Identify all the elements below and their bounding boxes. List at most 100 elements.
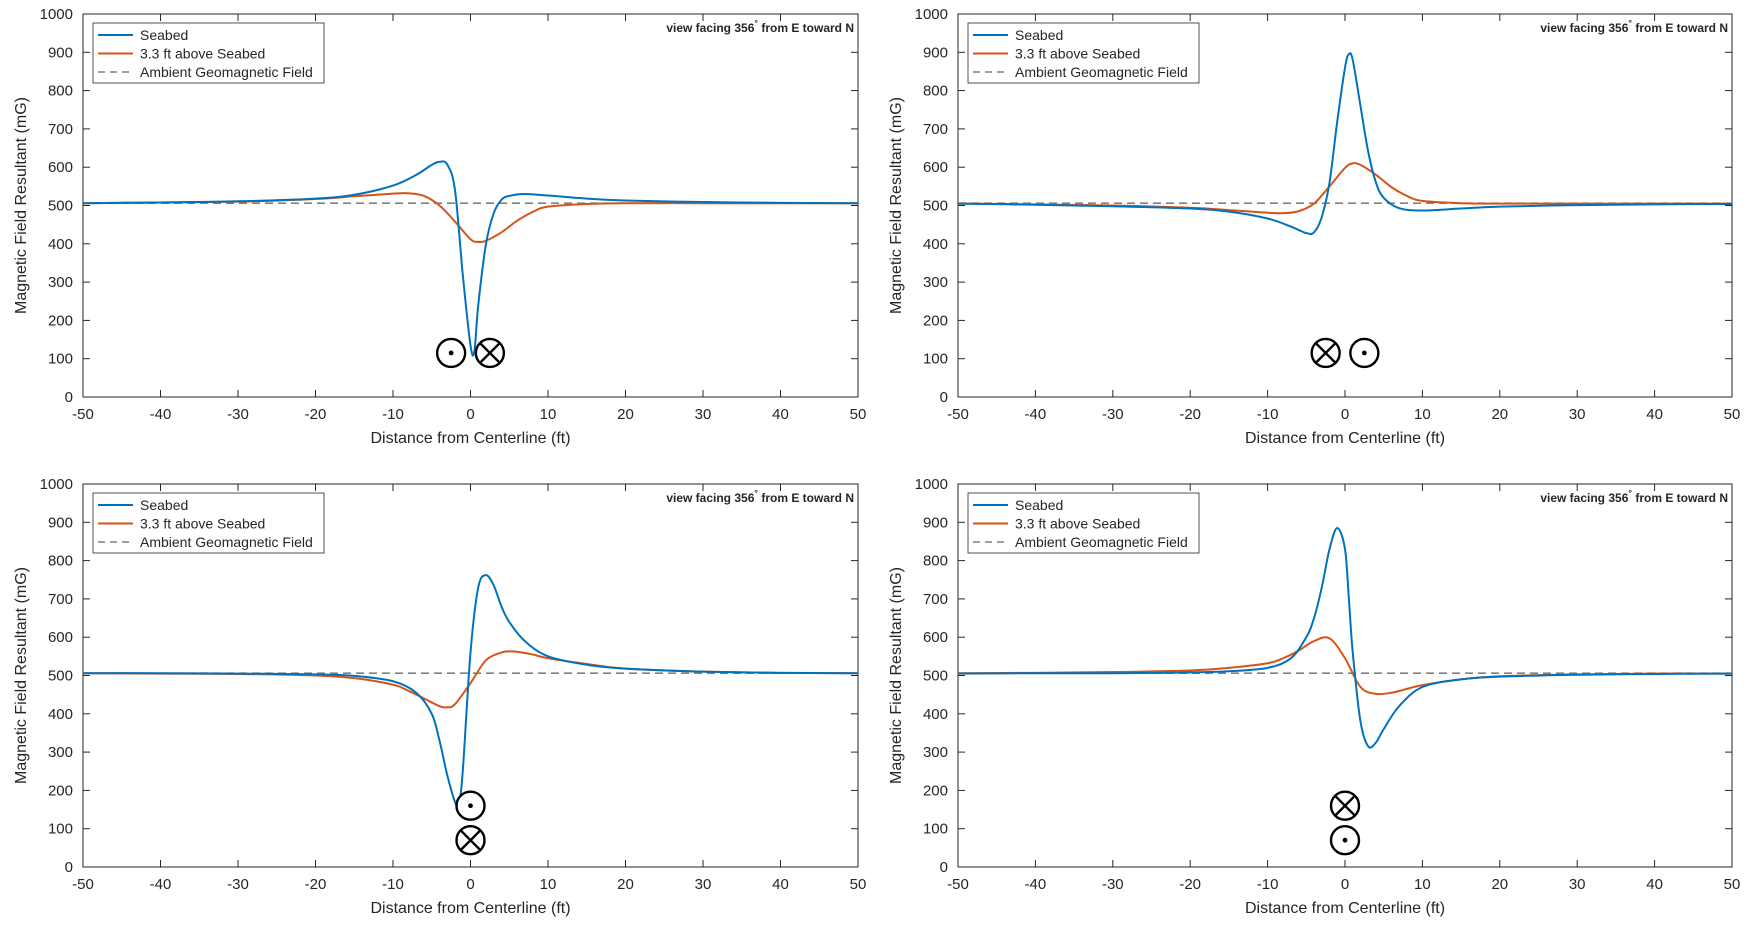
y-tick-label: 500 [48,668,73,685]
y-tick-label: 400 [48,706,73,723]
conductor-cross-b [1334,794,1356,817]
y-tick-label: 900 [48,514,73,531]
chart-panel-4: -50 -40 -30 -20 -10 0 10 20 30 40 5001002003004005… [888,476,1740,917]
x-tick-label: 30 [695,876,712,893]
conductor-dot [1361,350,1367,356]
x-tick-label: -40 [150,406,172,423]
view-annotation: view facing 356° from E toward N [1540,488,1728,505]
x-tick-label: 50 [850,876,867,893]
legend-label-ambient: Ambient Geomagnetic Field [140,534,313,550]
y-tick-label: 300 [48,274,73,291]
legend-label-seabed: Seabed [1015,27,1063,43]
current-into-page-icon [474,337,506,369]
x-tick-label: 30 [1569,876,1586,893]
legend: Seabed 3.3 ft above Seabed Ambient Geomagn… [967,22,1200,84]
x-tick-label: -50 [947,406,969,423]
legend-label-ambient: Ambient Geomagnetic Field [1015,64,1188,80]
x-tick-label: 20 [1491,406,1508,423]
legend-label-above-seabed: 3.3 ft above Seabed [1015,516,1140,532]
y-tick-label: 0 [940,389,948,406]
x-tick-label: 10 [540,876,557,893]
x-axis-label: Distance from Centerline (ft) [1245,900,1445,917]
x-tick-label: 40 [772,406,789,423]
y-tick-label: 0 [65,389,73,406]
chart-panel-2: -50 -40 -30 -20 -10 0 10 20 30 40 5001002003004005… [888,6,1740,447]
view-annotation: view facing 356° from E toward N [666,488,854,505]
legend-label-ambient: Ambient Geomagnetic Field [140,64,313,80]
y-tick-label: 0 [940,859,948,876]
conductor-dot [1342,837,1348,843]
y-tick-label: 1000 [915,6,948,23]
x-tick-label: 50 [1724,406,1741,423]
y-axis-label: Magnetic Field Resultant (mG) [888,97,905,314]
x-tick-label: -20 [1179,876,1201,893]
x-tick-label: 10 [1414,406,1431,423]
current-into-page-icon [1329,790,1361,821]
x-tick-label: 0 [1341,876,1349,893]
x-tick-label: 20 [1491,876,1508,893]
series-line-seabed [958,527,1732,749]
current-out-of-page-icon [435,337,467,369]
x-tick-label: 30 [1569,406,1586,423]
x-tick-label: 40 [772,876,789,893]
y-tick-label: 800 [48,553,73,570]
x-tick-label: 0 [466,406,474,423]
legend: Seabed 3.3 ft above Seabed Ambient Geomagn… [967,492,1200,554]
x-tick-label: 40 [1646,406,1663,423]
y-tick-label: 100 [48,821,73,838]
chart-panel-3: -50 -40 -30 -20 -10 0 10 20 30 40 5001002003004005… [13,476,866,917]
legend: Seabed 3.3 ft above Seabed Ambient Geomagn… [92,22,325,84]
x-tick-label: 10 [540,406,557,423]
current-out-of-page-icon [1329,824,1361,856]
x-tick-label: 30 [695,406,712,423]
x-tick-label: -40 [150,876,172,893]
x-axis-label: Distance from Centerline (ft) [370,430,570,447]
y-tick-label: 300 [923,274,948,291]
x-tick-label: -30 [227,406,249,423]
x-tick-label: -50 [947,876,969,893]
y-tick-label: 700 [923,121,948,138]
y-tick-label: 900 [923,44,948,61]
x-tick-label: 0 [1341,406,1349,423]
y-tick-label: 500 [923,198,948,215]
y-tick-label: 400 [923,236,948,253]
y-tick-label: 100 [923,821,948,838]
conductor-cross-b [459,829,482,851]
y-tick-label: 1000 [40,6,73,23]
y-tick-label: 800 [48,83,73,100]
y-tick-label: 400 [923,706,948,723]
view-annotation: view facing 356° from E toward N [1540,18,1728,35]
y-tick-label: 300 [923,744,948,761]
y-tick-label: 600 [923,159,948,176]
x-tick-label: 0 [466,876,474,893]
series-line-seabed [958,52,1732,236]
y-tick-label: 900 [48,44,73,61]
y-tick-label: 100 [48,351,73,368]
y-tick-label: 800 [923,83,948,100]
y-tick-label: 600 [923,629,948,646]
y-tick-label: 600 [48,629,73,646]
x-tick-label: 10 [1414,876,1431,893]
y-tick-label: 1000 [40,476,73,493]
chart-panel-1: -50 -40 -30 -20 -10 0 10 20 30 40 5001002003004005… [13,6,866,447]
x-axis-label: Distance from Centerline (ft) [1245,430,1445,447]
y-tick-label: 500 [48,198,73,215]
current-out-of-page-icon [1349,337,1380,369]
conductor-dot [448,350,454,356]
x-tick-label: -30 [1102,876,1124,893]
x-axis-label: Distance from Centerline (ft) [370,900,570,917]
conductor-cross-b [479,342,501,364]
view-annotation: view facing 356° from E toward N [666,18,854,35]
current-into-page-icon [455,824,486,856]
y-tick-label: 500 [923,668,948,685]
x-tick-label: -10 [1257,406,1279,423]
legend-label-ambient: Ambient Geomagnetic Field [1015,534,1188,550]
x-tick-label: -30 [227,876,249,893]
x-tick-label: -10 [382,406,404,423]
y-tick-label: 200 [48,312,73,329]
x-tick-label: -20 [305,406,327,423]
legend-label-seabed: Seabed [140,497,188,513]
x-tick-label: -20 [305,876,327,893]
x-tick-label: -30 [1102,406,1124,423]
y-tick-label: 700 [48,121,73,138]
